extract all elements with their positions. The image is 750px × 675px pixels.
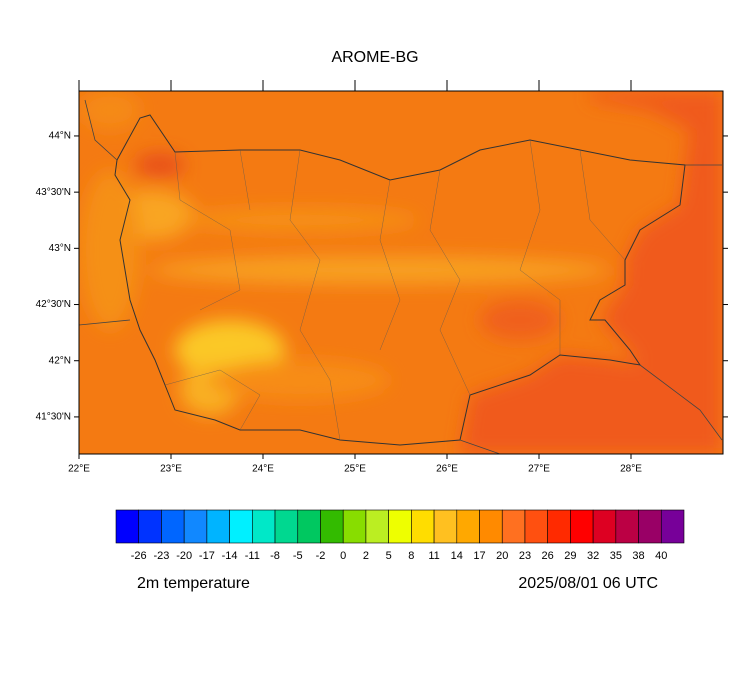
x-tick-label: 27°E xyxy=(528,464,550,475)
colorbar-label: 20 xyxy=(496,550,508,562)
colorbar-label: 35 xyxy=(610,550,622,562)
field-shading xyxy=(80,91,722,454)
colorbar-label: 0 xyxy=(340,550,346,562)
colorbar-box xyxy=(660,509,685,544)
colorbar-box xyxy=(161,509,185,544)
colorbar-label: -8 xyxy=(270,550,280,562)
colorbar-box xyxy=(229,509,253,544)
colorbar-label: 17 xyxy=(473,550,485,562)
x-tick-label: 24°E xyxy=(252,464,274,475)
colorbar-box xyxy=(592,509,617,544)
temperature-field xyxy=(79,91,723,454)
colorbar-box xyxy=(297,509,321,544)
map-frame xyxy=(78,90,724,455)
x-tick-label: 23°E xyxy=(160,464,182,475)
x-tick-label: 22°E xyxy=(68,464,90,475)
colorbar-box xyxy=(183,509,208,544)
colorbar-box xyxy=(524,509,548,544)
colorbar-label: 32 xyxy=(587,550,599,562)
valid-time: 2025/08/01 06 UTC xyxy=(518,575,658,592)
colorbar-box xyxy=(206,509,230,544)
y-tick-label: 42°N xyxy=(49,355,71,366)
colorbar-label: 2 xyxy=(363,550,369,562)
colorbar-box xyxy=(252,509,276,544)
colorbar-label: -11 xyxy=(245,550,260,562)
colorbar-label: -14 xyxy=(222,550,238,562)
x-tick-label: 26°E xyxy=(436,464,458,475)
colorbar-box xyxy=(638,509,662,544)
colorbar-box xyxy=(456,509,480,544)
colorbar-box xyxy=(388,509,412,544)
colorbar-box xyxy=(479,509,503,544)
y-tick-label: 43°30'N xyxy=(36,187,71,198)
colorbar-box xyxy=(570,509,594,544)
title: AROME-BG xyxy=(331,49,418,66)
colorbar-box xyxy=(365,509,389,544)
colorbar-label: 14 xyxy=(451,550,463,562)
y-tick-label: 42°30'N xyxy=(36,299,71,310)
y-tick-label: 41°30'N xyxy=(36,412,71,423)
colorbar-box xyxy=(615,509,639,544)
colorbar-label: -20 xyxy=(176,550,192,562)
x-tick-label: 28°E xyxy=(620,464,642,475)
x-tick-label: 25°E xyxy=(344,464,366,475)
colorbar-label: 11 xyxy=(428,550,439,562)
y-tick-label: 44°N xyxy=(49,131,71,142)
colorbar-label: 40 xyxy=(655,550,667,562)
colorbar-box xyxy=(342,509,367,544)
colorbar-box xyxy=(274,509,299,544)
field-label: 2m temperature xyxy=(137,575,250,592)
colorbar-label: -23 xyxy=(153,550,169,562)
colorbar-label: -2 xyxy=(316,550,326,562)
colorbar-label: -17 xyxy=(199,550,215,562)
colorbar-box xyxy=(138,509,162,544)
colorbar-box xyxy=(547,509,571,544)
neighbor-borders xyxy=(79,99,723,454)
colorbar-label: 8 xyxy=(408,550,414,562)
colorbar-box xyxy=(320,509,344,544)
colorbar-box xyxy=(433,509,458,544)
colorbar-label: 38 xyxy=(632,550,644,562)
colorbar-label: 23 xyxy=(519,550,531,562)
colorbar-label: 29 xyxy=(564,550,576,562)
y-tick-label: 43°N xyxy=(49,243,71,254)
colorbar-box xyxy=(501,509,526,544)
colorbar-label: 26 xyxy=(542,550,554,562)
colorbar-label: 5 xyxy=(386,550,392,562)
colorbar-box xyxy=(411,509,435,544)
colorbar-box xyxy=(115,509,140,544)
colorbar-label: -26 xyxy=(131,550,147,562)
province-borders xyxy=(164,139,626,441)
colorbar-label: -5 xyxy=(293,550,303,562)
